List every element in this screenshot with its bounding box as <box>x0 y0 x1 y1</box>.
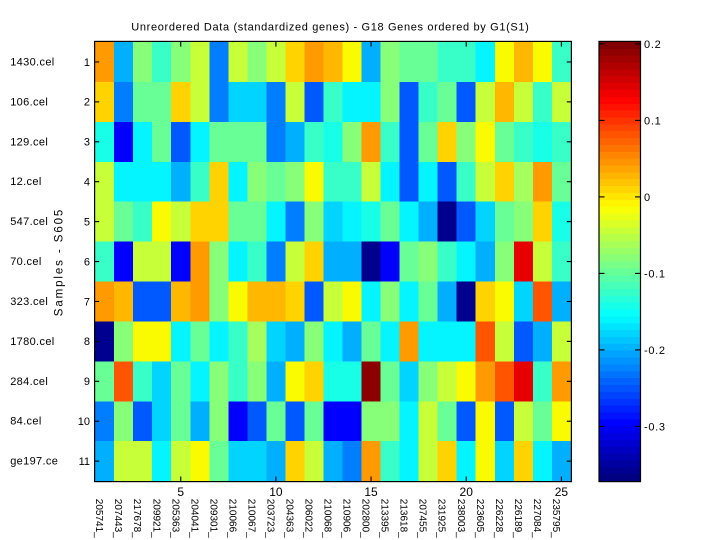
svg-text:226189_: 226189_ <box>512 499 523 538</box>
svg-text:202800_: 202800_ <box>360 499 371 538</box>
svg-text:0: 0 <box>644 192 651 204</box>
svg-text:323.cel: 323.cel <box>10 296 48 308</box>
svg-text:1780.cel: 1780.cel <box>10 336 54 348</box>
svg-text:70.cel: 70.cel <box>10 256 41 268</box>
svg-text:207455_: 207455_ <box>417 499 428 538</box>
svg-text:-0.3: -0.3 <box>644 421 666 433</box>
svg-text:15: 15 <box>364 485 378 499</box>
svg-text:8: 8 <box>84 336 90 348</box>
svg-text:Unreordered Data (standardized: Unreordered Data (standardized genes) - … <box>131 21 529 33</box>
svg-text:129.cel: 129.cel <box>10 136 48 148</box>
svg-text:6: 6 <box>84 256 90 268</box>
svg-text:226228_: 226228_ <box>493 499 504 538</box>
svg-text:5: 5 <box>84 216 90 228</box>
svg-text:210067_: 210067_ <box>245 499 256 538</box>
svg-text:1430.cel: 1430.cel <box>10 56 54 68</box>
svg-text:207443_: 207443_ <box>112 499 123 538</box>
svg-text:217678_: 217678_ <box>131 499 142 538</box>
svg-text:1: 1 <box>84 57 90 69</box>
svg-text:227084_: 227084_ <box>531 499 542 538</box>
svg-text:231925_: 231925_ <box>436 499 447 538</box>
svg-text:25: 25 <box>555 485 569 499</box>
svg-text:206022_: 206022_ <box>303 499 314 538</box>
svg-text:0.1: 0.1 <box>644 115 661 127</box>
svg-text:238003_: 238003_ <box>455 499 466 538</box>
svg-text:ge197.ce: ge197.ce <box>10 456 58 468</box>
svg-text:204041_: 204041_ <box>188 499 199 538</box>
svg-text:9: 9 <box>84 376 90 388</box>
svg-text:235795_: 235795_ <box>550 499 561 538</box>
svg-text:205741_: 205741_ <box>93 499 104 538</box>
svg-text:209301_: 209301_ <box>207 499 218 538</box>
svg-text:Samples - S605: Samples - S605 <box>54 208 66 316</box>
svg-text:205363_: 205363_ <box>169 499 180 538</box>
svg-text:11: 11 <box>79 456 90 468</box>
svg-text:203723_: 203723_ <box>264 499 275 538</box>
svg-text:10: 10 <box>269 485 283 499</box>
svg-text:204363_: 204363_ <box>283 499 294 538</box>
svg-text:223605_: 223605_ <box>474 499 485 538</box>
svg-text:7: 7 <box>84 296 90 308</box>
svg-text:210066_: 210066_ <box>226 499 237 538</box>
svg-text:4: 4 <box>84 177 90 189</box>
svg-text:213618_: 213618_ <box>398 499 409 538</box>
svg-text:20: 20 <box>460 485 474 499</box>
svg-text:210906_: 210906_ <box>341 499 352 538</box>
svg-text:547.cel: 547.cel <box>10 216 48 228</box>
svg-text:10: 10 <box>78 416 90 428</box>
svg-text:213395_: 213395_ <box>379 499 390 538</box>
svg-text:-0.2: -0.2 <box>644 345 666 357</box>
svg-text:-0.1: -0.1 <box>644 268 666 280</box>
svg-text:210068_: 210068_ <box>322 499 333 538</box>
svg-text:106.cel: 106.cel <box>10 96 48 108</box>
svg-text:84.cel: 84.cel <box>10 416 41 428</box>
svg-text:2: 2 <box>84 97 90 109</box>
svg-text:284.cel: 284.cel <box>10 376 48 388</box>
svg-text:0.2: 0.2 <box>644 39 661 51</box>
svg-text:3: 3 <box>84 137 90 149</box>
svg-text:209921_: 209921_ <box>150 499 161 538</box>
svg-text:12.cel: 12.cel <box>10 176 41 188</box>
svg-text:5: 5 <box>177 485 184 499</box>
